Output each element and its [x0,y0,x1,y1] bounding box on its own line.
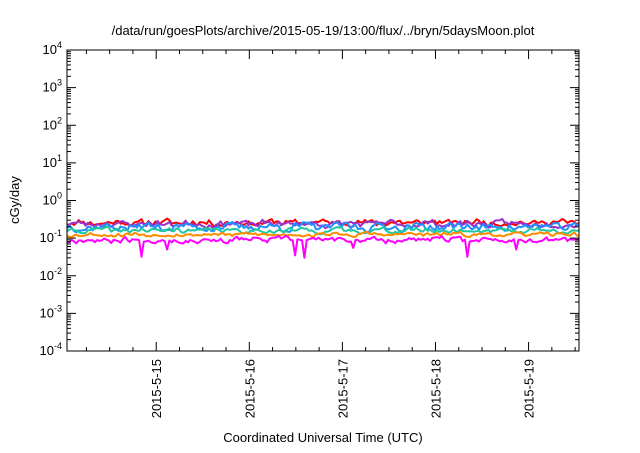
y-tick-label: 10-2 [40,266,62,283]
y-tick-base: 10 [43,42,57,57]
x-tick-label: 2015-5-17 [335,359,350,418]
y-tick-label: 10-4 [40,341,62,358]
y-tick-base: 10 [43,80,57,95]
y-tick-exponent: 3 [57,78,62,88]
series-line-3 [66,220,580,234]
plot-lines [66,217,580,259]
y-tick-label: 104 [43,40,62,57]
y-tick-exponent: 4 [57,40,62,50]
y-tick-label: 100 [43,191,62,208]
y-tick-base: 10 [43,193,57,208]
x-tick-label: 2015-5-19 [522,359,537,418]
y-tick-label: 102 [43,115,62,132]
y-tick-exponent: -4 [54,341,62,351]
series-line-5 [66,230,580,239]
y-tick-base: 10 [40,305,54,320]
x-axis-label: Coordinated Universal Time (UTC) [223,430,422,445]
y-tick-base: 10 [43,117,57,132]
y-tick-label: 10-3 [40,303,62,320]
y-tick-exponent: -1 [54,228,62,238]
y-tick-exponent: 0 [57,191,62,201]
plot-frame [66,49,580,352]
y-tick-label: 103 [43,78,62,95]
y-tick-label: 101 [43,153,62,170]
y-tick-exponent: -2 [54,266,62,276]
chart-title: /data/run/goesPlots/archive/2015-05-19/1… [112,23,535,38]
y-axis-label: cGy/day [7,176,22,224]
y-tick-base: 10 [40,343,54,358]
y-tick-exponent: 1 [57,153,62,163]
x-tick-label: 2015-5-15 [149,359,164,418]
x-axis: 2015-5-15 2015-5-16 2015-5-17 2015-5-18 2015… [85,50,576,418]
y-tick-exponent: -3 [54,303,62,313]
y-tick-exponent: 2 [57,115,62,125]
y-tick-label: 10-1 [40,228,62,245]
x-tick-label: 2015-5-16 [242,359,257,418]
series-line-6 [66,234,580,259]
y-tick-base: 10 [40,230,54,245]
y-tick-base: 10 [43,155,57,170]
x-tick-label: 2015-5-18 [428,359,443,418]
y-tick-base: 10 [40,268,54,283]
